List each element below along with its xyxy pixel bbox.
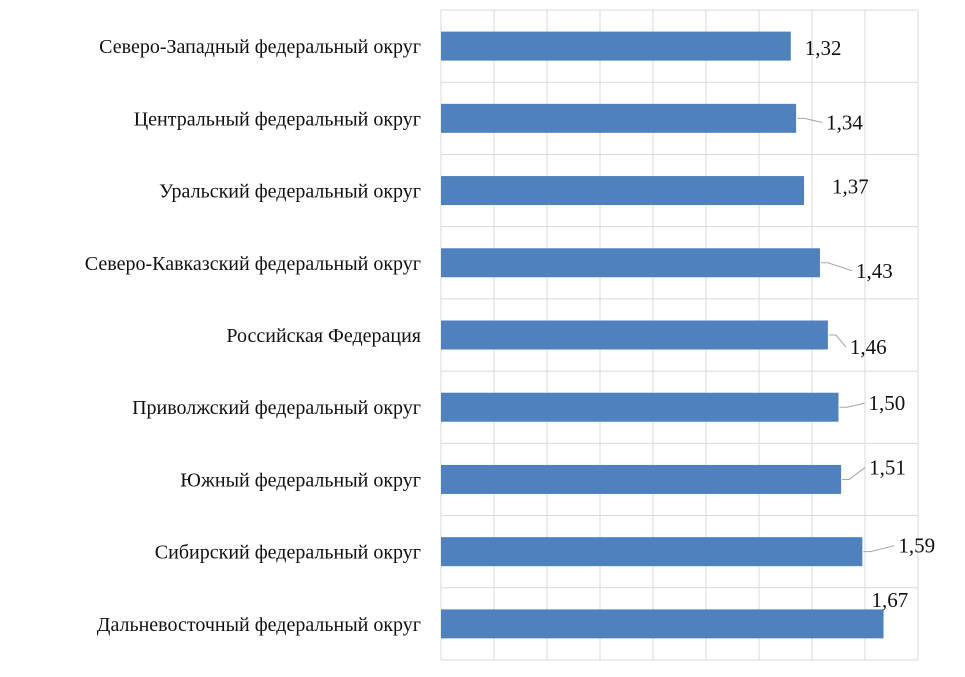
leader-line — [863, 545, 895, 553]
bar — [441, 176, 805, 206]
bar — [441, 537, 863, 567]
data-label: 1,32 — [805, 36, 842, 60]
leader-line — [828, 334, 847, 348]
category-label: Сибирский федеральный округ — [155, 542, 421, 564]
leader-line — [820, 262, 853, 272]
leader-line — [842, 467, 866, 480]
bar — [441, 31, 791, 61]
category-label: Северо-Западный федеральный округ — [99, 36, 421, 58]
category-label: Уральский федеральный округ — [159, 181, 421, 203]
bar — [441, 464, 842, 494]
leader-line — [797, 117, 823, 123]
data-label: 1,51 — [869, 455, 906, 479]
data-label: 1,59 — [898, 534, 935, 558]
bar — [441, 609, 884, 639]
category-label: Дальневосточный федеральный округ — [97, 614, 421, 636]
bar — [441, 248, 820, 278]
category-label: Южный федеральный округ — [180, 469, 421, 491]
data-label: 1,43 — [856, 259, 893, 283]
data-label: 1,37 — [832, 175, 869, 199]
data-label: 1,50 — [869, 391, 906, 415]
data-label: 1,34 — [826, 110, 863, 134]
data-label: 1,67 — [872, 588, 909, 612]
bar — [441, 320, 828, 350]
leader-line — [839, 402, 865, 408]
category-label: Центральный федеральный округ — [134, 108, 421, 130]
data-label: 1,46 — [850, 335, 887, 359]
bar — [441, 103, 797, 133]
bar — [441, 392, 839, 422]
category-label: Приволжский федеральный округ — [132, 397, 421, 419]
category-label: Северо-Кавказский федеральный округ — [85, 253, 421, 275]
category-label: Российская Федерация — [226, 325, 421, 347]
